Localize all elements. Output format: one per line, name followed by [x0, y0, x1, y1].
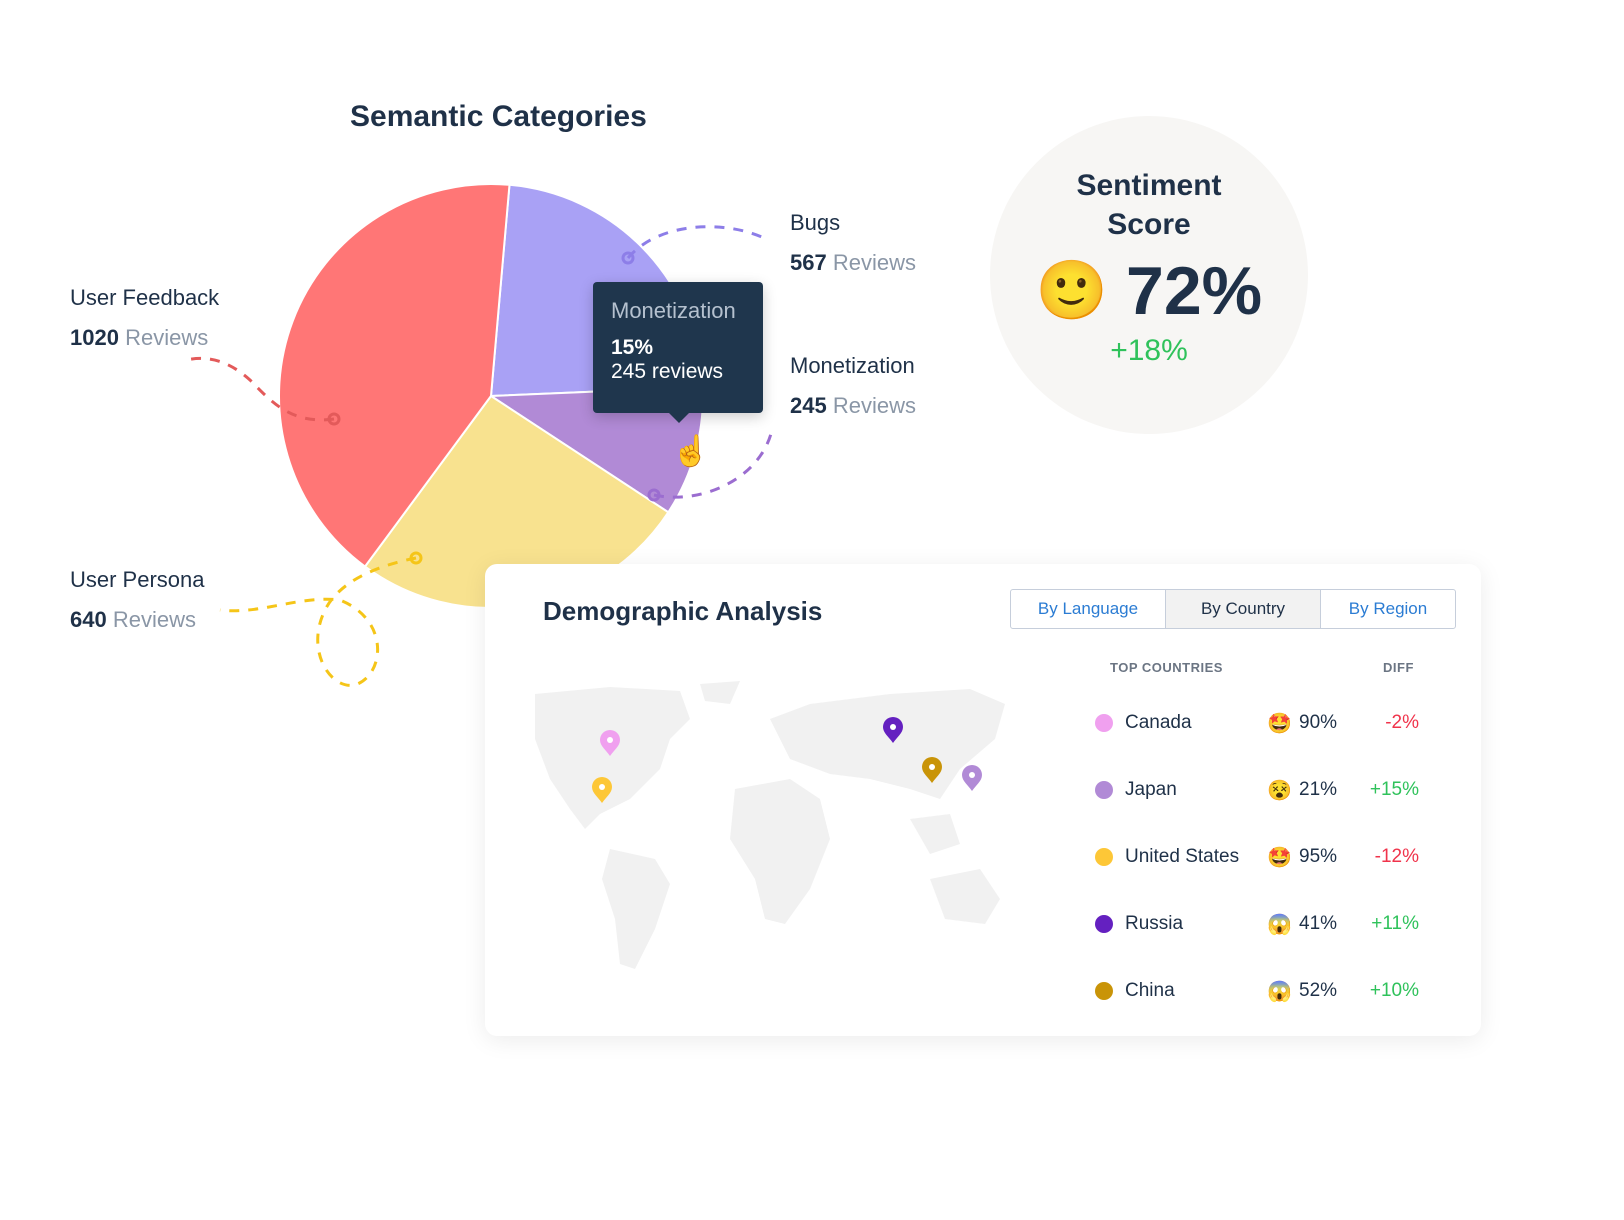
color-dot — [1095, 848, 1113, 866]
country-percent: 21% — [1299, 779, 1338, 800]
tooltip: Monetization 15% 245 reviews — [593, 282, 763, 423]
emoji-icon: 😱 — [1267, 980, 1292, 1003]
hand-cursor-icon: ☝ — [672, 435, 710, 468]
country-diff: +10% — [1369, 980, 1419, 1001]
col-diff: DIFF — [1383, 660, 1414, 675]
tab-by-language[interactable]: By Language — [1011, 590, 1166, 628]
connector-bugs — [626, 225, 769, 259]
map-pin-icon[interactable] — [883, 717, 903, 743]
smile-emoji-icon: 🙂 — [1035, 258, 1109, 323]
country-diff: +15% — [1369, 779, 1419, 800]
country-percent: 90% — [1299, 712, 1338, 733]
label-bugs: Bugs 567 Reviews — [790, 210, 916, 275]
world-map — [535, 681, 1005, 969]
country-row: Canada 🤩 90% -2% — [1095, 708, 1435, 738]
country-diff: -2% — [1385, 712, 1419, 733]
country-name: Russia — [1125, 913, 1184, 934]
connector-feedback — [185, 356, 335, 422]
tab-by-country[interactable]: By Country — [1166, 590, 1321, 628]
country-name: Canada — [1125, 712, 1192, 733]
demographic-card: Demographic Analysis By Language By Coun… — [485, 564, 1481, 1036]
color-dot — [1095, 982, 1113, 1000]
map-pin-icon[interactable] — [600, 730, 620, 756]
tab-group: By Language By Country By Region — [1010, 589, 1456, 629]
demographic-title: Demographic Analysis — [543, 596, 823, 626]
emoji-icon: 🤩 — [1267, 846, 1292, 869]
country-name: China — [1125, 980, 1175, 1001]
country-name: Japan — [1125, 779, 1177, 800]
country-name: United States — [1125, 846, 1240, 867]
emoji-icon: 😱 — [1267, 913, 1292, 936]
map-pin-icon[interactable] — [922, 757, 942, 783]
country-diff: -12% — [1374, 846, 1419, 867]
label-user-persona: User Persona 640 Reviews — [70, 567, 205, 632]
sentiment-value: 72% — [1126, 253, 1263, 329]
country-percent: 41% — [1299, 913, 1338, 934]
country-percent: 52% — [1299, 980, 1338, 1001]
sentiment-diff: +18% — [1110, 334, 1188, 367]
map-pin-icon[interactable] — [962, 765, 982, 791]
emoji-icon: 😵 — [1267, 779, 1292, 802]
emoji-icon: 🤩 — [1267, 712, 1292, 735]
country-percent: 95% — [1299, 846, 1338, 867]
country-row: China 😱 52% +10% — [1095, 976, 1435, 1006]
country-row: United States 🤩 95% -12% — [1095, 842, 1435, 872]
country-row: Russia 😱 41% +11% — [1095, 909, 1435, 939]
color-dot — [1095, 714, 1113, 732]
sentiment-score-card: Sentiment Score 🙂 72% +18% — [990, 116, 1308, 434]
pie-slice-user-feedback[interactable] — [278, 183, 511, 568]
tab-by-region[interactable]: By Region — [1348, 599, 1428, 618]
chart-title: Semantic Categories — [350, 100, 647, 133]
color-dot — [1095, 915, 1113, 933]
country-row: Japan 😵 21% +15% — [1095, 775, 1435, 805]
color-dot — [1095, 781, 1113, 799]
label-monetization: Monetization 245 Reviews — [790, 353, 916, 418]
label-user-feedback: User Feedback 1020 Reviews — [70, 285, 220, 350]
col-top-countries: TOP COUNTRIES — [1110, 660, 1223, 675]
connector-persona — [219, 556, 417, 687]
country-diff: +11% — [1371, 913, 1419, 934]
map-pin-icon[interactable] — [592, 777, 612, 803]
